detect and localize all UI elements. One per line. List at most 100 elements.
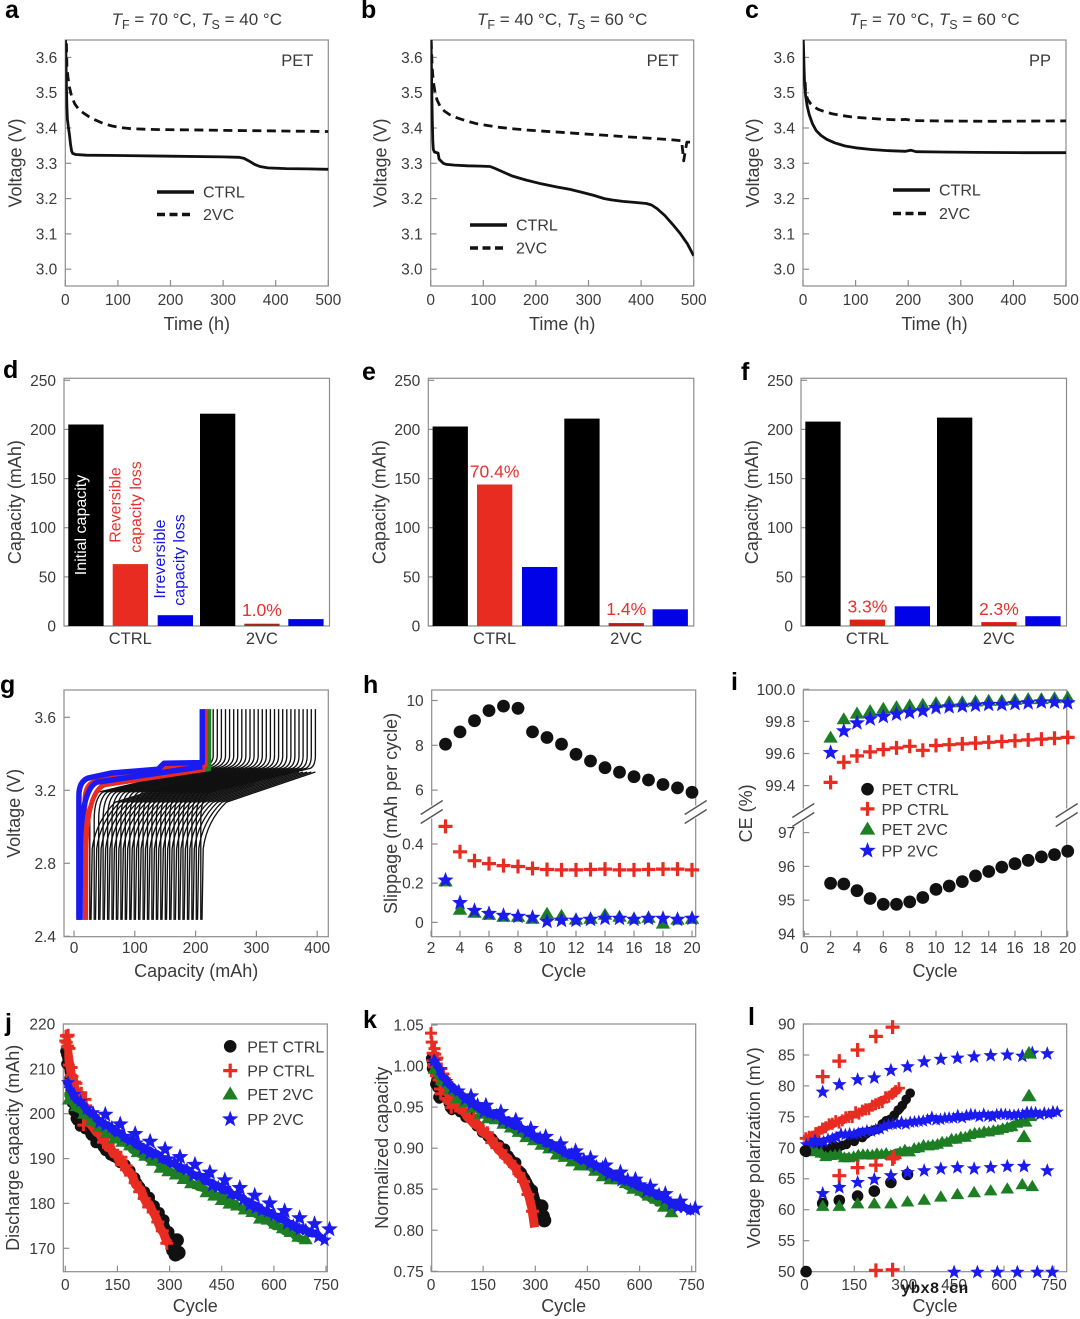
svg-text:l: l: [748, 1003, 755, 1031]
svg-text:70: 70: [778, 1140, 796, 1157]
svg-text:3.1: 3.1: [36, 226, 58, 243]
svg-text:75: 75: [778, 1109, 795, 1126]
svg-text:200: 200: [895, 292, 921, 309]
svg-text:Voltage (V): Voltage (V): [371, 118, 391, 207]
svg-text:2VC: 2VC: [516, 241, 547, 258]
svg-text:2VC: 2VC: [983, 630, 1015, 648]
svg-text:10: 10: [406, 693, 424, 710]
svg-text:6: 6: [415, 783, 424, 800]
svg-text:450: 450: [574, 1277, 600, 1294]
svg-text:CTRL: CTRL: [939, 183, 981, 200]
svg-text:85: 85: [778, 1048, 795, 1065]
svg-text:0: 0: [784, 619, 793, 636]
svg-text:400: 400: [1000, 292, 1026, 309]
svg-text:500: 500: [1053, 292, 1079, 309]
svg-text:400: 400: [304, 940, 330, 957]
svg-text:250: 250: [767, 373, 793, 390]
svg-text:16: 16: [625, 940, 642, 957]
svg-text:65: 65: [778, 1171, 795, 1188]
svg-text:1.0%: 1.0%: [242, 600, 282, 620]
svg-text:Capacity (mAh): Capacity (mAh): [5, 440, 25, 564]
svg-text:Capacity (mAh): Capacity (mAh): [134, 961, 258, 981]
svg-text:3.4: 3.4: [36, 121, 58, 138]
svg-text:PET: PET: [647, 52, 679, 70]
svg-text:PET 2VC: PET 2VC: [247, 1087, 313, 1104]
svg-text:200: 200: [767, 422, 793, 439]
svg-text:100: 100: [470, 292, 496, 309]
svg-text:3.3: 3.3: [401, 156, 423, 173]
svg-text:500: 500: [681, 292, 707, 309]
svg-text:250: 250: [394, 373, 420, 390]
svg-text:Irreversible: Irreversible: [152, 519, 169, 598]
svg-text:0: 0: [426, 292, 435, 309]
svg-text:3.3%: 3.3%: [847, 597, 887, 617]
svg-text:PET 2VC: PET 2VC: [882, 822, 948, 839]
svg-text:150: 150: [767, 471, 793, 488]
svg-text:8: 8: [514, 940, 523, 957]
svg-text:3.5: 3.5: [401, 85, 423, 102]
svg-text:Cycle: Cycle: [541, 961, 586, 981]
svg-text:50: 50: [403, 569, 421, 586]
svg-text:Cycle: Cycle: [912, 1296, 957, 1316]
svg-text:3.3: 3.3: [36, 156, 58, 173]
svg-text:99.8: 99.8: [765, 714, 795, 731]
svg-text:g: g: [0, 671, 15, 699]
svg-text:0.90: 0.90: [394, 1141, 425, 1158]
svg-text:450: 450: [209, 1277, 235, 1294]
svg-text:PP CTRL: PP CTRL: [882, 802, 949, 819]
svg-text:180: 180: [29, 1196, 55, 1213]
svg-text:96: 96: [778, 859, 795, 876]
svg-text:CTRL: CTRL: [846, 630, 889, 648]
svg-text:18: 18: [1033, 940, 1050, 957]
svg-text:Cycle: Cycle: [912, 961, 957, 981]
svg-text:2VC: 2VC: [246, 630, 278, 648]
svg-text:Voltage polarization (mV): Voltage polarization (mV): [744, 1047, 764, 1248]
svg-text:3.2: 3.2: [34, 783, 56, 800]
svg-text:CTRL: CTRL: [516, 218, 558, 235]
svg-text:300: 300: [157, 1277, 183, 1294]
svg-text:0: 0: [799, 292, 808, 309]
svg-text:220: 220: [29, 1017, 55, 1034]
svg-text:3.5: 3.5: [36, 85, 58, 102]
svg-text:3.2: 3.2: [36, 191, 58, 208]
svg-text:8: 8: [905, 940, 914, 957]
svg-text:3.3: 3.3: [773, 156, 795, 173]
svg-text:0.75: 0.75: [394, 1264, 424, 1281]
svg-text:70.4%: 70.4%: [470, 462, 520, 482]
svg-text:3.4: 3.4: [401, 121, 423, 138]
svg-text:3.0: 3.0: [401, 262, 423, 279]
svg-text:3.4: 3.4: [773, 121, 795, 138]
svg-text:4: 4: [853, 940, 862, 957]
svg-text:100.0: 100.0: [757, 682, 796, 699]
svg-text:0: 0: [61, 1277, 70, 1294]
svg-text:f: f: [741, 358, 750, 386]
svg-text:3.6: 3.6: [401, 50, 423, 67]
svg-text:300: 300: [891, 1277, 917, 1294]
svg-text:Time (h): Time (h): [529, 314, 595, 334]
svg-text:Voltage (V): Voltage (V): [4, 769, 24, 858]
svg-text:Voltage (V): Voltage (V): [743, 118, 763, 207]
svg-text:0: 0: [427, 1277, 436, 1294]
svg-text:150: 150: [104, 1277, 130, 1294]
svg-text:3.6: 3.6: [36, 50, 58, 67]
svg-text:10: 10: [927, 940, 945, 957]
svg-text:c: c: [745, 0, 759, 24]
svg-text:0.80: 0.80: [394, 1223, 425, 1240]
svg-text:300: 300: [210, 292, 236, 309]
svg-text:100: 100: [843, 292, 869, 309]
svg-text:CTRL: CTRL: [109, 630, 152, 648]
svg-text:450: 450: [941, 1277, 967, 1294]
svg-text:10: 10: [538, 940, 556, 957]
svg-text:2: 2: [427, 940, 436, 957]
svg-text:99.4: 99.4: [765, 778, 796, 795]
svg-text:Time (h): Time (h): [164, 314, 230, 334]
svg-text:50: 50: [39, 569, 57, 586]
svg-text:14: 14: [596, 940, 614, 957]
svg-text:Reversible: Reversible: [108, 467, 125, 543]
svg-text:Slippage (mAh per cycle): Slippage (mAh per cycle): [381, 713, 401, 914]
svg-text:60: 60: [778, 1202, 796, 1219]
svg-text:200: 200: [183, 940, 209, 957]
svg-text:0.85: 0.85: [394, 1182, 424, 1199]
svg-text:CTRL: CTRL: [473, 630, 516, 648]
svg-text:Cycle: Cycle: [541, 1296, 586, 1316]
